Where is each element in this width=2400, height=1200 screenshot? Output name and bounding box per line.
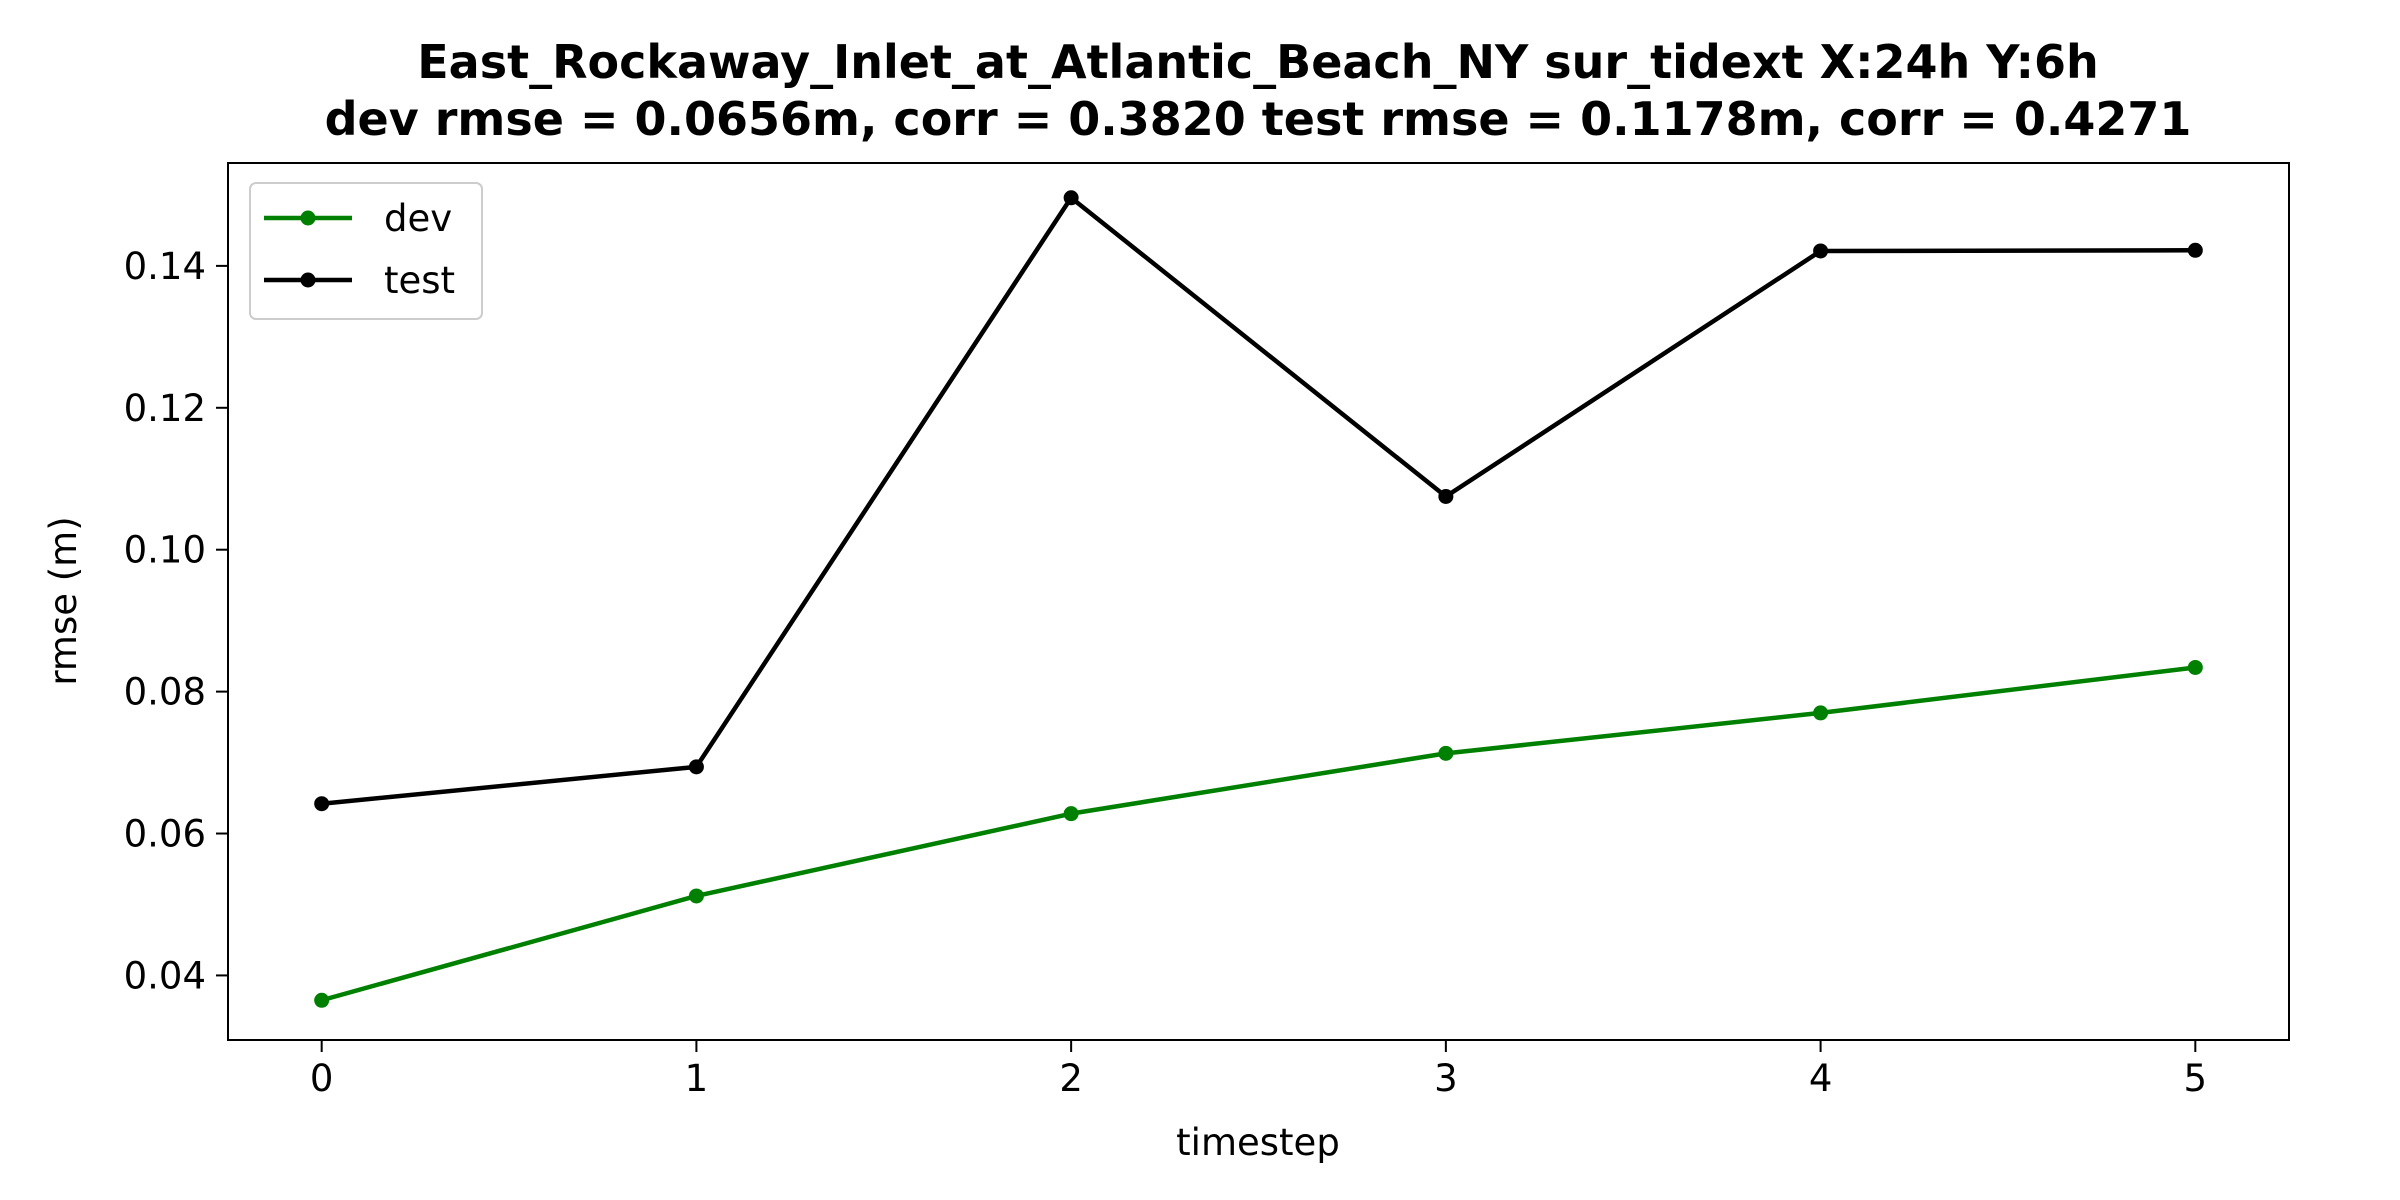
legend-entry-dev: dev xyxy=(264,197,452,240)
legend-swatch-marker xyxy=(300,272,316,288)
x-tick-label: 4 xyxy=(1809,1057,1833,1100)
chart-title: East_Rockaway_Inlet_at_Atlantic_Beach_NY… xyxy=(417,35,2099,89)
series-layer xyxy=(314,190,2203,1008)
series-test xyxy=(314,190,2203,812)
series-line-dev xyxy=(321,665,2196,1003)
y-axis-label: rmse (m) xyxy=(42,516,85,685)
y-axis-ticks: 0.04 0.06 0.08 0.10 0.12 0.14 xyxy=(124,245,228,997)
y-tick-label: 0.12 xyxy=(124,387,206,430)
data-point-test xyxy=(1438,488,1454,504)
data-point-dev xyxy=(2187,659,2203,675)
series-line-test xyxy=(321,195,2196,806)
x-tick-label: 5 xyxy=(2184,1057,2208,1100)
x-tick-label: 1 xyxy=(685,1057,709,1100)
x-axis-ticks: 0 1 2 3 4 5 xyxy=(310,1040,2207,1100)
legend: dev test xyxy=(249,182,483,320)
data-point-test xyxy=(1813,243,1829,259)
y-tick-label: 0.04 xyxy=(124,954,206,997)
data-point-dev xyxy=(1438,745,1454,761)
data-point-dev xyxy=(1063,806,1079,822)
data-point-dev xyxy=(688,888,704,904)
y-tick-label: 0.08 xyxy=(124,671,206,714)
legend-label: test xyxy=(384,259,455,302)
series-dev xyxy=(314,659,2203,1008)
data-point-dev xyxy=(1813,705,1829,721)
plot-area-frame xyxy=(227,162,2290,1041)
data-point-dev xyxy=(314,992,330,1008)
data-point-test xyxy=(688,759,704,775)
y-tick-label: 0.06 xyxy=(124,813,206,856)
data-point-test xyxy=(1063,190,1079,206)
y-tick-label: 0.10 xyxy=(124,529,206,572)
x-tick-label: 0 xyxy=(310,1057,334,1100)
legend-swatch-marker xyxy=(300,210,316,226)
x-axis-label: timestep xyxy=(1176,1121,1340,1164)
x-tick-label: 2 xyxy=(1059,1057,1083,1100)
data-point-test xyxy=(2187,242,2203,258)
data-point-test xyxy=(314,796,330,812)
y-tick-label: 0.14 xyxy=(124,245,206,288)
chart-subtitle: dev rmse = 0.0656m, corr = 0.3820 test r… xyxy=(325,92,2192,146)
legend-entry-test: test xyxy=(264,259,455,302)
x-tick-label: 3 xyxy=(1434,1057,1458,1100)
legend-label: dev xyxy=(384,197,452,240)
